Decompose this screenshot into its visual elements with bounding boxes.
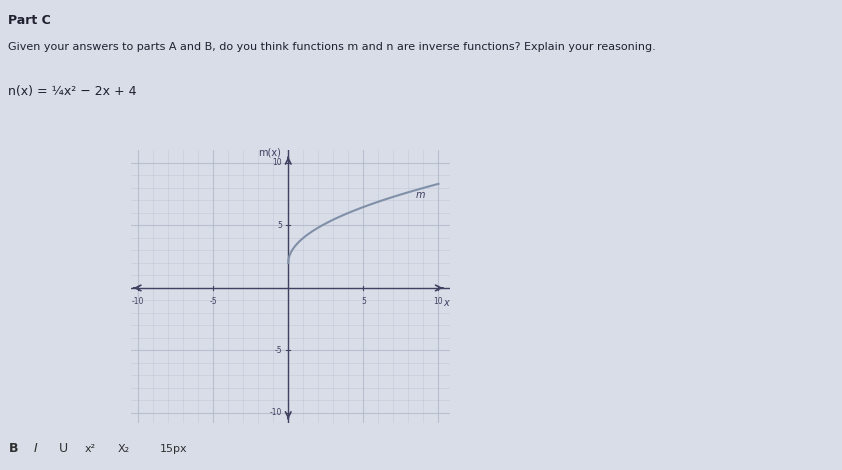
Text: X₂: X₂ <box>118 444 130 454</box>
Text: Part C: Part C <box>8 14 51 27</box>
Text: n(x) = ¼x² − 2x + 4: n(x) = ¼x² − 2x + 4 <box>8 85 137 98</box>
Text: x²: x² <box>84 444 95 454</box>
Text: m(x): m(x) <box>258 148 280 158</box>
Text: 15px: 15px <box>160 444 188 454</box>
Text: 10: 10 <box>434 297 443 306</box>
Text: 10: 10 <box>273 158 282 167</box>
Text: -10: -10 <box>132 297 144 306</box>
Text: -10: -10 <box>269 408 282 417</box>
Text: Given your answers to parts A and B, do you think functions m and n are inverse : Given your answers to parts A and B, do … <box>8 42 656 52</box>
Text: x: x <box>443 298 449 308</box>
Text: m: m <box>416 190 425 200</box>
Text: U: U <box>59 442 68 455</box>
Text: 5: 5 <box>361 297 365 306</box>
Text: -5: -5 <box>274 346 282 355</box>
Text: 5: 5 <box>277 221 282 230</box>
Text: -5: -5 <box>210 297 217 306</box>
Text: I: I <box>34 442 37 455</box>
Text: B: B <box>8 442 18 455</box>
